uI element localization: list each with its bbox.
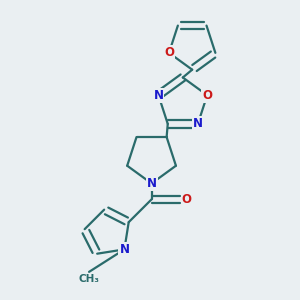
Text: CH₃: CH₃	[79, 274, 100, 284]
Text: N: N	[153, 89, 164, 102]
Text: N: N	[193, 117, 203, 130]
Text: N: N	[147, 177, 157, 190]
Text: O: O	[202, 89, 212, 102]
Text: O: O	[182, 193, 192, 206]
Text: O: O	[164, 46, 174, 59]
Text: N: N	[119, 243, 129, 256]
